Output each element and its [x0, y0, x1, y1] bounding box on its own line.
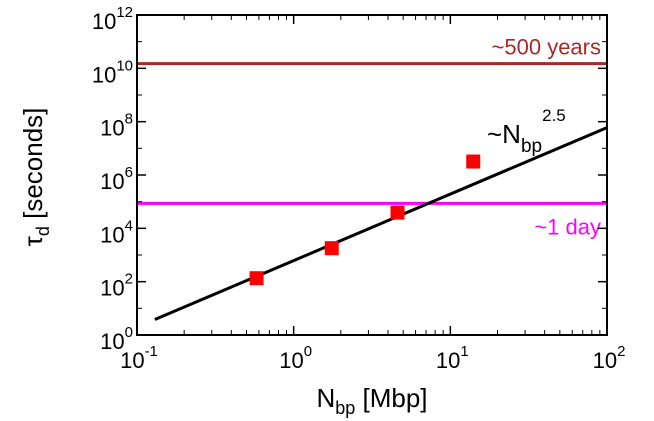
x-axis-label-subscript: bp	[335, 398, 355, 418]
y-tick-label: 106	[100, 164, 133, 194]
x-tick-base: 10	[120, 348, 144, 373]
y-tick-exponent: 2	[125, 271, 133, 288]
y-tick-exponent: 4	[125, 217, 133, 234]
y-tick-base: 10	[100, 276, 124, 301]
fit-label-subscript: bp	[521, 136, 542, 157]
x-tick-base: 10	[279, 348, 303, 373]
data-point	[390, 205, 405, 220]
x-tick-label: 102	[593, 343, 626, 373]
x-tick-exponent: 1	[460, 343, 468, 360]
y-axis-label-subscript: d	[33, 226, 53, 236]
y-tick-base: 10	[92, 62, 116, 87]
x-tick-exponent: 0	[304, 343, 312, 360]
axis-labels: 10-1 100 101 10210010210410610810101012Nbp …	[18, 4, 625, 418]
y-tick-exponent: 12	[116, 4, 133, 21]
y-tick-exponent: 0	[125, 324, 133, 341]
y-tick-base: 10	[100, 222, 124, 247]
y-tick-base: 10	[92, 9, 116, 34]
data-point	[324, 241, 339, 256]
y-tick-label: 108	[100, 111, 133, 141]
y-tick-base: 10	[100, 329, 124, 354]
x-tick-label: 100	[279, 343, 312, 373]
fit-line-label: ~Nbp2.5	[487, 106, 566, 157]
y-tick-label: 1010	[92, 57, 133, 87]
fit-line	[154, 126, 607, 321]
x-tick-label: 101	[436, 343, 469, 373]
x-tick-exponent: 2	[617, 343, 625, 360]
x-tick-exponent: -1	[145, 343, 158, 360]
y-tick-label: 1012	[92, 4, 133, 34]
x-axis-label: Nbp [Mbp]	[316, 383, 427, 418]
fit-label-main: ~N	[487, 119, 521, 149]
y-tick-exponent: 6	[125, 164, 133, 181]
data-point	[466, 154, 481, 169]
plot-area: ~500 years ~1 day ~Nbp2.5	[137, 35, 607, 321]
y-tick-exponent: 8	[125, 111, 133, 128]
y-tick-label: 104	[100, 217, 133, 247]
y-tick-base: 10	[100, 169, 124, 194]
reference-line-label: ~500 years	[492, 35, 601, 60]
x-tick-base: 10	[436, 348, 460, 373]
fit-label-superscript: 2.5	[542, 106, 566, 125]
x-tick-base: 10	[593, 348, 617, 373]
y-tick-base: 10	[100, 116, 124, 141]
y-tick-exponent: 10	[116, 57, 133, 74]
y-axis-label: τd [seconds]	[18, 108, 53, 247]
x-tick-label: 10-1	[120, 343, 158, 373]
axis-ticks	[136, 14, 608, 336]
x-axis-label-unit: [Mbp]	[355, 383, 427, 413]
y-axis-label-main: τ	[18, 235, 48, 246]
x-axis-label-main: N	[316, 383, 335, 413]
y-axis-label-unit: [seconds]	[18, 108, 48, 227]
data-point	[249, 271, 264, 286]
y-tick-label: 100	[100, 324, 133, 354]
y-tick-label: 102	[100, 271, 133, 301]
reference-line-label: ~1 day	[534, 214, 601, 239]
